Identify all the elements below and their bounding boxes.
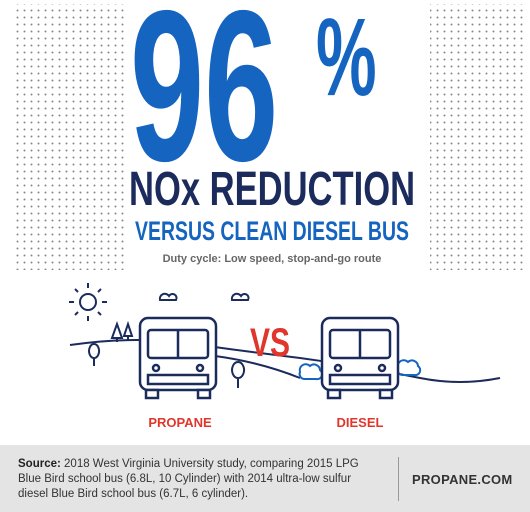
infographic: 96 % NOx REDUCTION VERSUS CLEAN DIESEL B…	[0, 0, 530, 512]
vs-label: VS	[250, 321, 290, 365]
headline-title: NOx REDUCTION	[129, 161, 415, 215]
headline-unit: %	[316, 0, 377, 119]
diesel-bus	[322, 318, 398, 398]
headline-note: Duty cycle: Low speed, stop-and-go route	[163, 253, 382, 265]
right-label: DIESEL	[337, 415, 384, 430]
dot-panel	[14, 4, 126, 270]
propane-bus	[140, 318, 216, 398]
source-label: Source:	[18, 458, 61, 470]
divider	[398, 457, 399, 501]
source: Source: 2018 West Virginia University st…	[18, 457, 378, 502]
footer: Source: 2018 West Virginia University st…	[0, 445, 530, 512]
illustration: 96 % NOx REDUCTION VERSUS CLEAN DIESEL B…	[0, 0, 530, 445]
headline-subtitle: VERSUS CLEAN DIESEL BUS	[135, 216, 409, 246]
dot-panel	[430, 4, 526, 270]
left-label: PROPANE	[148, 415, 212, 430]
site: PROPANE.COM	[412, 472, 513, 487]
source-text: 2018 West Virginia University study, com…	[18, 458, 359, 500]
